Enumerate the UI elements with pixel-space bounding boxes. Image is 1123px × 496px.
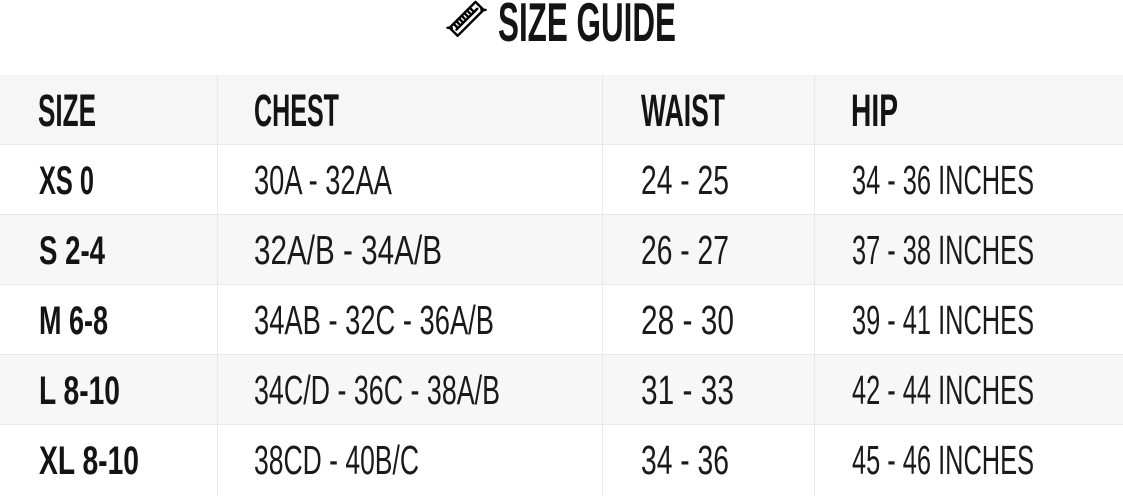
svg-text:45 - 46 INCHES: 45 - 46 INCHES (852, 437, 1034, 483)
svg-text:M 6-8: M 6-8 (39, 299, 108, 343)
svg-text:34 - 36: 34 - 36 (641, 437, 729, 483)
svg-text:WAIST: WAIST (641, 85, 725, 136)
svg-text:L 8-10: L 8-10 (39, 369, 120, 413)
svg-text:28 - 30: 28 - 30 (641, 297, 734, 343)
svg-text:CHEST: CHEST (254, 85, 339, 136)
svg-text:XL 8-10: XL 8-10 (39, 439, 139, 483)
svg-text:37 - 38 INCHES: 37 - 38 INCHES (852, 227, 1034, 273)
svg-text:42 - 44 INCHES: 42 - 44 INCHES (852, 367, 1034, 413)
svg-text:24 - 25: 24 - 25 (641, 157, 729, 203)
svg-text:39 - 41 INCHES: 39 - 41 INCHES (852, 297, 1034, 343)
svg-text:31 - 33: 31 - 33 (641, 367, 734, 413)
svg-text:38CD - 40B/C: 38CD - 40B/C (254, 437, 419, 483)
svg-text:34AB - 32C - 36A/B: 34AB - 32C - 36A/B (254, 297, 494, 343)
svg-text:32A/B - 34A/B: 32A/B - 34A/B (254, 227, 442, 273)
svg-text:SIZE: SIZE (38, 85, 96, 136)
svg-text:26 - 27: 26 - 27 (641, 227, 729, 273)
svg-text:SIZE GUIDE: SIZE GUIDE (498, 0, 676, 53)
svg-text:34C/D - 36C - 38A/B: 34C/D - 36C - 38A/B (254, 367, 500, 413)
svg-text:34 - 36 INCHES: 34 - 36 INCHES (852, 157, 1034, 203)
svg-text:XS 0: XS 0 (39, 159, 94, 203)
svg-text:30A - 32AA: 30A - 32AA (254, 157, 392, 203)
svg-text:S 2-4: S 2-4 (39, 229, 106, 273)
svg-text:HIP: HIP (851, 85, 898, 136)
